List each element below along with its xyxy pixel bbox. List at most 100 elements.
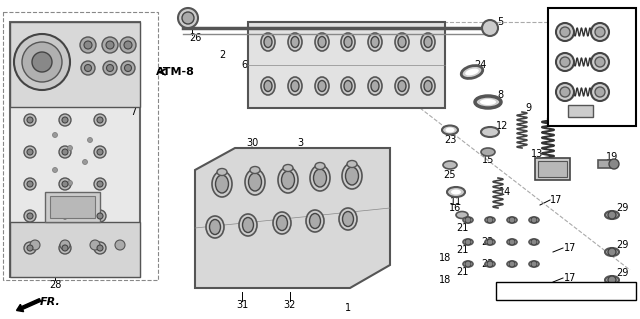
Text: 13: 13 <box>531 149 543 159</box>
Circle shape <box>24 242 36 254</box>
Text: 29: 29 <box>616 240 628 250</box>
Ellipse shape <box>463 239 473 245</box>
Circle shape <box>14 34 70 90</box>
Ellipse shape <box>216 175 228 193</box>
Circle shape <box>560 27 570 37</box>
Circle shape <box>27 181 33 187</box>
Ellipse shape <box>310 213 321 228</box>
Circle shape <box>608 211 616 219</box>
Ellipse shape <box>206 216 224 238</box>
Ellipse shape <box>485 217 495 223</box>
Ellipse shape <box>451 189 461 195</box>
Ellipse shape <box>529 239 539 245</box>
Text: 17: 17 <box>608 63 620 72</box>
Text: 9: 9 <box>525 103 531 113</box>
Polygon shape <box>248 22 445 108</box>
Text: 19: 19 <box>606 152 618 162</box>
Ellipse shape <box>217 168 227 175</box>
Circle shape <box>62 117 68 123</box>
Text: 18: 18 <box>548 46 559 55</box>
Text: 18: 18 <box>439 275 451 285</box>
Circle shape <box>106 41 114 49</box>
Text: 5: 5 <box>497 17 503 27</box>
Ellipse shape <box>315 33 329 51</box>
Text: 20: 20 <box>349 177 361 187</box>
Bar <box>10 22 140 107</box>
Circle shape <box>121 61 135 75</box>
Circle shape <box>97 181 103 187</box>
Ellipse shape <box>291 36 299 48</box>
Text: 12: 12 <box>496 121 508 131</box>
Circle shape <box>487 239 493 245</box>
Ellipse shape <box>398 36 406 48</box>
Text: 26: 26 <box>189 33 201 43</box>
Circle shape <box>59 114 71 126</box>
Circle shape <box>125 64 131 71</box>
Circle shape <box>608 276 616 284</box>
Text: 11: 11 <box>450 197 462 207</box>
Bar <box>548 8 636 126</box>
Ellipse shape <box>421 33 435 51</box>
Ellipse shape <box>344 80 352 92</box>
Ellipse shape <box>605 248 619 256</box>
Text: 14: 14 <box>499 187 511 197</box>
Ellipse shape <box>442 125 458 135</box>
Ellipse shape <box>342 211 353 226</box>
Circle shape <box>60 240 70 250</box>
Circle shape <box>103 61 117 75</box>
Circle shape <box>97 117 103 123</box>
Ellipse shape <box>344 36 352 48</box>
Circle shape <box>560 87 570 97</box>
Text: 23: 23 <box>444 135 456 145</box>
Bar <box>45 192 100 222</box>
Circle shape <box>59 210 71 222</box>
Circle shape <box>591 53 609 71</box>
Circle shape <box>106 64 113 71</box>
Bar <box>3 12 158 280</box>
Text: 31: 31 <box>236 300 248 310</box>
Circle shape <box>84 41 92 49</box>
Circle shape <box>59 146 71 158</box>
Ellipse shape <box>461 65 483 78</box>
Bar <box>598 160 614 168</box>
Text: 29: 29 <box>616 268 628 278</box>
Ellipse shape <box>529 217 539 223</box>
Circle shape <box>24 178 36 190</box>
Circle shape <box>59 242 71 254</box>
Circle shape <box>531 217 537 223</box>
Ellipse shape <box>250 167 260 174</box>
Circle shape <box>67 145 72 151</box>
Circle shape <box>531 261 537 267</box>
Ellipse shape <box>291 80 299 92</box>
Circle shape <box>24 114 36 126</box>
Text: 21: 21 <box>456 223 468 233</box>
Text: 10: 10 <box>552 107 564 117</box>
Circle shape <box>27 117 33 123</box>
Circle shape <box>94 210 106 222</box>
Circle shape <box>67 181 72 186</box>
Bar <box>538 161 567 177</box>
Circle shape <box>595 27 605 37</box>
Ellipse shape <box>480 99 496 105</box>
Text: 18: 18 <box>548 76 559 85</box>
Ellipse shape <box>482 24 498 32</box>
Text: 8: 8 <box>497 90 503 100</box>
Text: 32: 32 <box>284 300 296 310</box>
Circle shape <box>90 240 100 250</box>
Text: 25: 25 <box>444 170 456 180</box>
Circle shape <box>24 210 36 222</box>
Ellipse shape <box>421 77 435 95</box>
Text: 21: 21 <box>456 245 468 255</box>
Text: 22: 22 <box>482 259 494 269</box>
Ellipse shape <box>475 96 501 108</box>
Circle shape <box>531 239 537 245</box>
Text: 29: 29 <box>608 73 620 83</box>
Circle shape <box>556 53 574 71</box>
Circle shape <box>608 248 616 256</box>
Ellipse shape <box>605 211 619 219</box>
Ellipse shape <box>288 77 302 95</box>
Ellipse shape <box>465 69 479 75</box>
Ellipse shape <box>605 276 619 284</box>
Ellipse shape <box>273 212 291 234</box>
Text: 24: 24 <box>474 60 486 70</box>
